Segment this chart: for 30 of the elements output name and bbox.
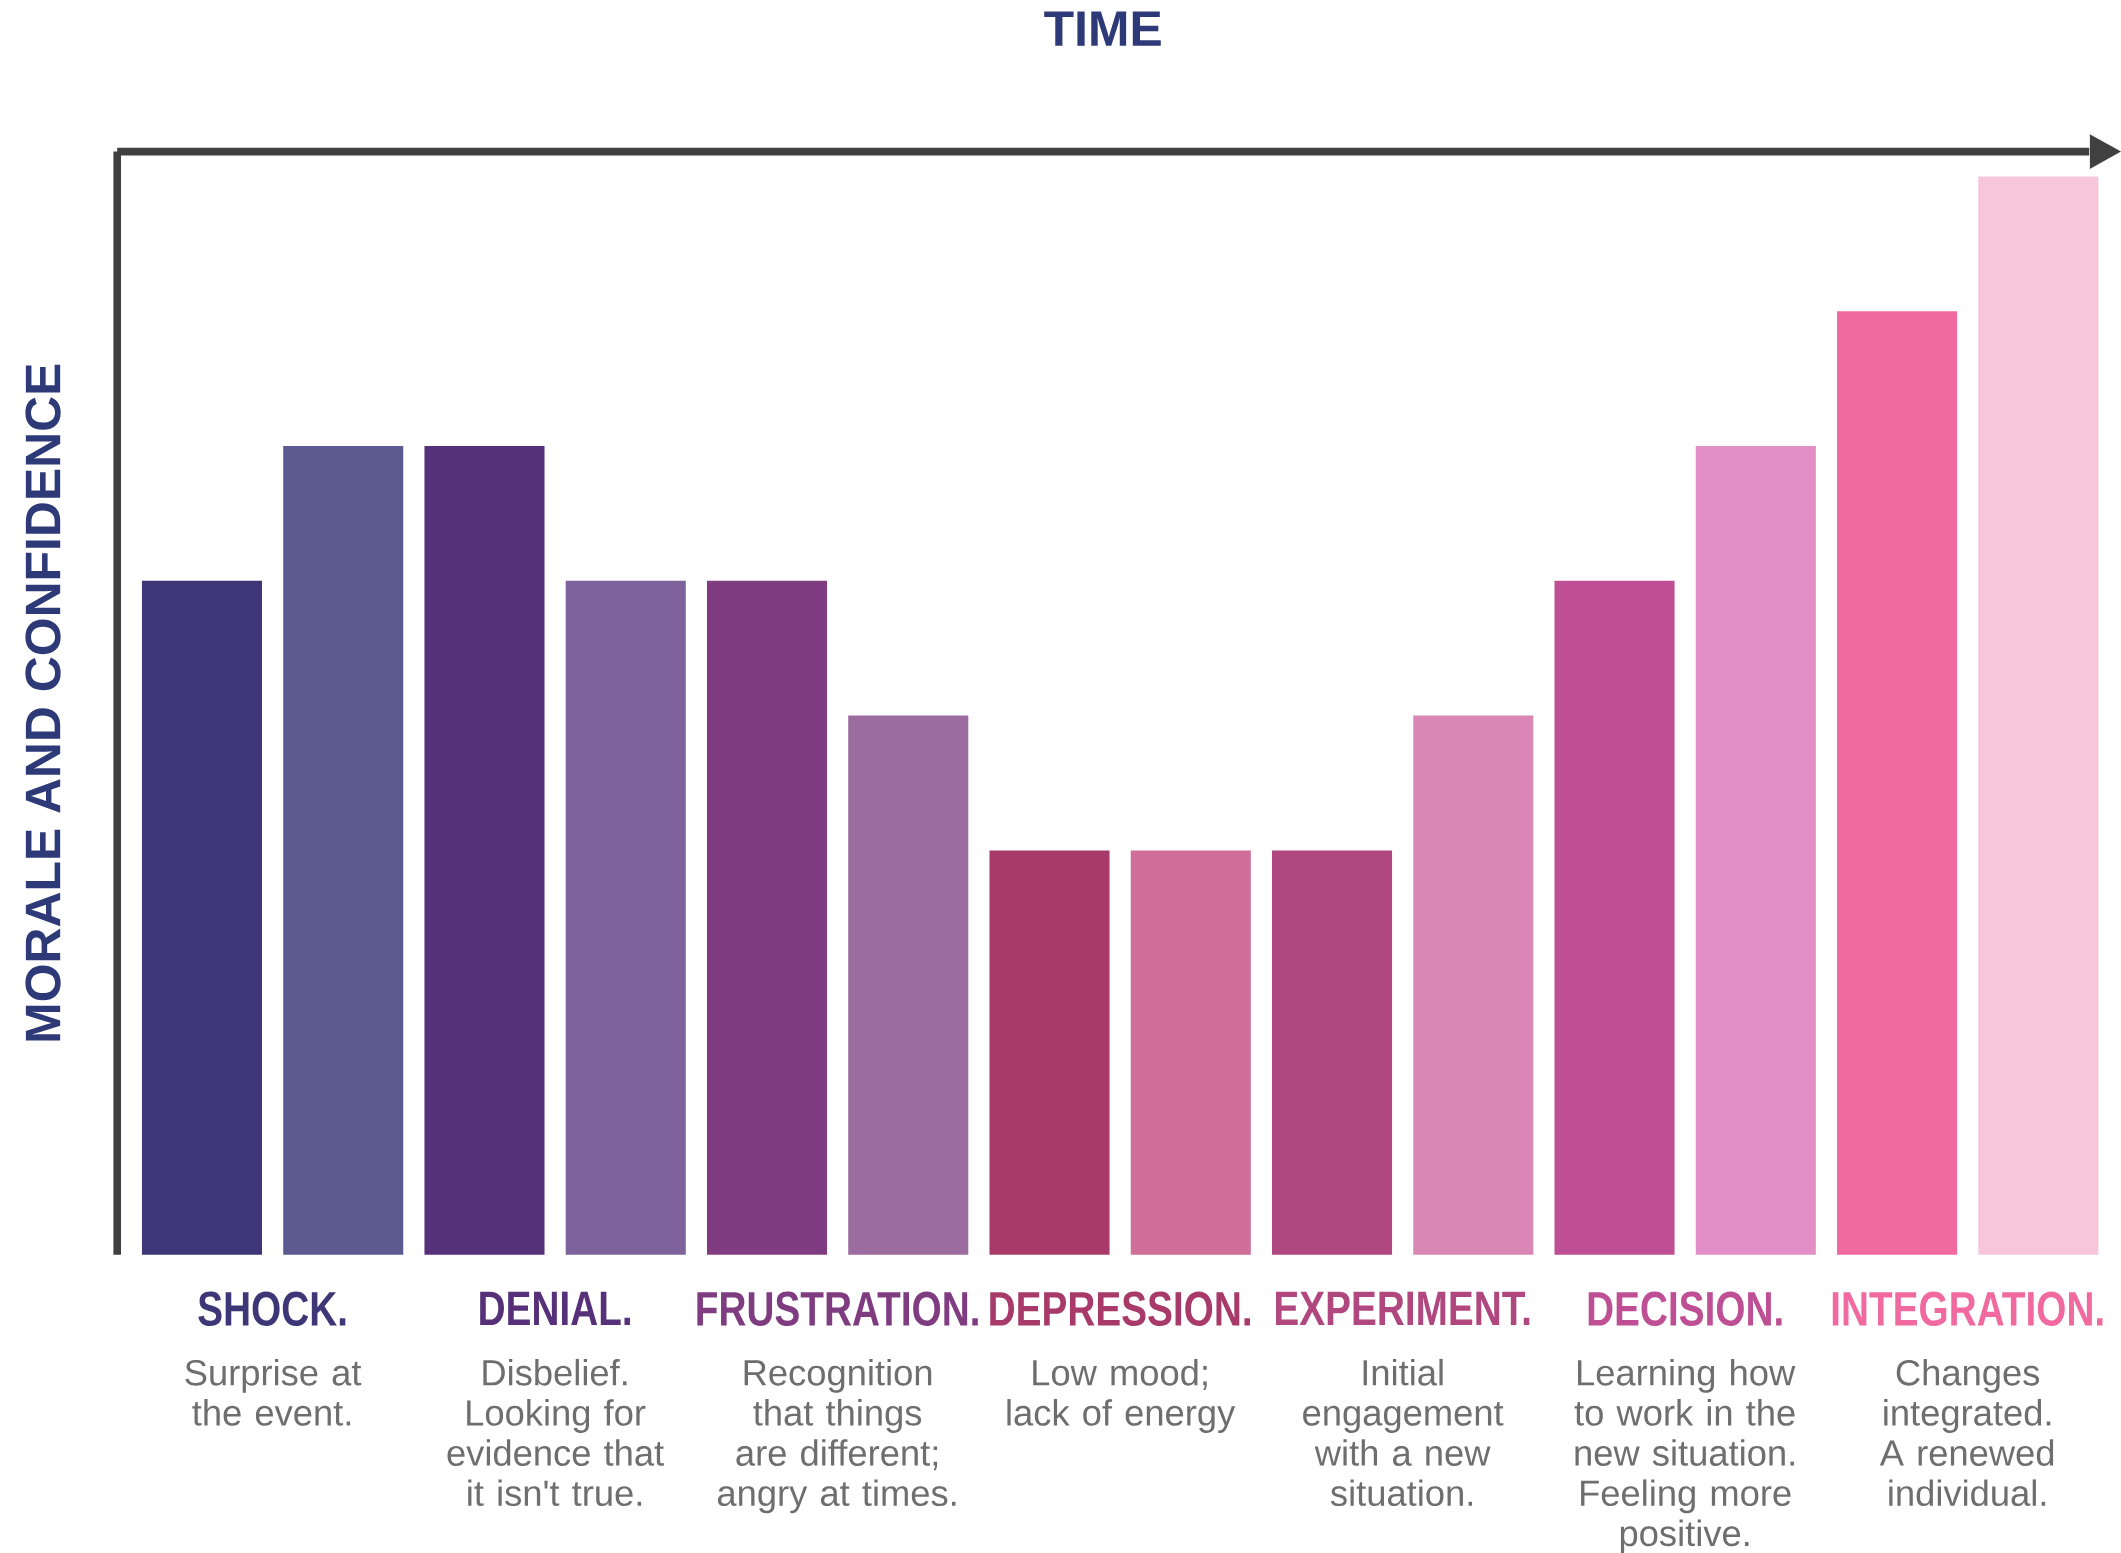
text: Initial engagement with a new situation. bbox=[1303, 1358, 1504, 1506]
x-tick-label: SHOCK. bbox=[198, 1291, 346, 1326]
x-tick-label: FRUSTRATION. bbox=[697, 1291, 978, 1326]
bar bbox=[1413, 715, 1534, 1255]
bar bbox=[565, 580, 686, 1255]
bar bbox=[424, 445, 545, 1255]
bar bbox=[1130, 850, 1251, 1255]
text: Disbelief. Looking for evidence that it isn't true. bbox=[447, 1358, 664, 1506]
text: Recognition that things are different; angry at times. bbox=[717, 1358, 956, 1514]
bar bbox=[1978, 176, 2099, 1255]
bar bbox=[1554, 580, 1675, 1255]
bar bbox=[1837, 311, 1958, 1255]
y-axis-title: MORALE AND CONFIDENCE bbox=[25, 364, 61, 1041]
text: Learning how to work in the new situation. Feeling more positive. bbox=[1574, 1358, 1796, 1553]
x-tick-label: DEPRESSION. bbox=[990, 1291, 1250, 1326]
x-tick-label: INTEGRATION. bbox=[1832, 1291, 2103, 1326]
x-tick-label: DECISION. bbox=[1588, 1291, 1782, 1326]
bar bbox=[141, 580, 263, 1255]
text: Surprise at the event. bbox=[185, 1358, 362, 1426]
bar bbox=[989, 850, 1110, 1255]
x-axis-title: TIME bbox=[1044, 11, 1161, 46]
bar bbox=[1272, 850, 1393, 1255]
text: Changes integrated. A renewed individual. bbox=[1879, 1358, 2054, 1506]
text: Low mood; lack of energy bbox=[1007, 1358, 1236, 1433]
x-tick-label: EXPERIMENT. bbox=[1275, 1291, 1530, 1325]
bar bbox=[283, 445, 404, 1255]
bar bbox=[848, 715, 969, 1255]
x-tick-label: DENIAL. bbox=[480, 1291, 630, 1325]
bar bbox=[1695, 445, 1816, 1255]
bar bbox=[706, 580, 828, 1255]
